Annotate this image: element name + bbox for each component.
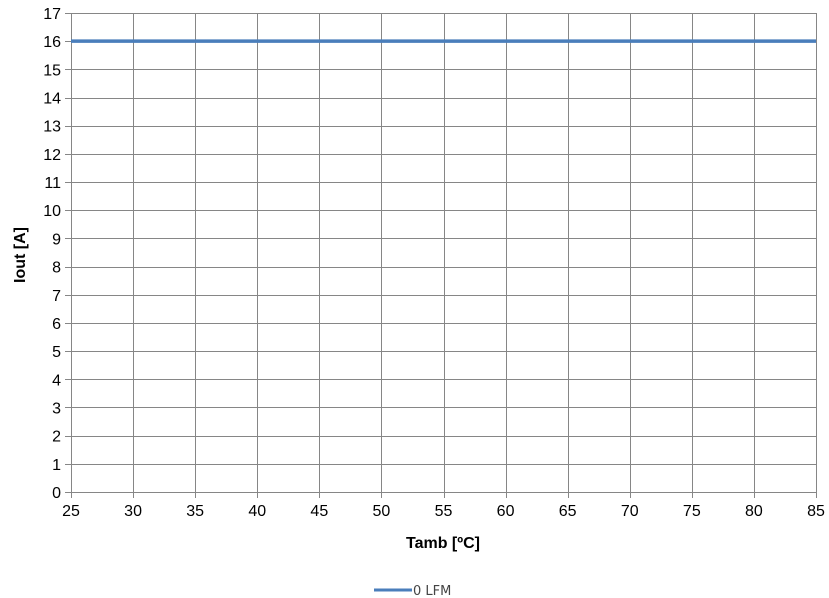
y-tick-label: 15 — [43, 62, 61, 79]
x-tick-label: 70 — [621, 503, 639, 520]
x-axis-title: Tamb [ºC] — [406, 535, 480, 552]
x-tick-label: 45 — [310, 503, 328, 520]
tick-marks — [65, 13, 817, 498]
x-tick-labels: 25 30 35 40 45 50 55 60 65 70 75 80 85 — [62, 503, 825, 520]
legend: 0 LFM — [374, 584, 451, 598]
y-tick-label: 17 — [43, 6, 61, 23]
x-tick-label: 85 — [807, 503, 825, 520]
y-tick-label: 8 — [52, 260, 61, 277]
y-tick-label: 13 — [43, 119, 61, 136]
x-tick-label: 50 — [373, 503, 391, 520]
y-tick-label: 3 — [52, 400, 61, 417]
legend-label-0-lfm: 0 LFM — [413, 584, 451, 598]
x-tick-label: 30 — [124, 503, 142, 520]
x-tick-label: 35 — [186, 503, 204, 520]
x-tick-label: 25 — [62, 503, 80, 520]
y-tick-label: 6 — [52, 316, 61, 333]
y-axis-title: Iout [A] — [12, 227, 29, 283]
y-tick-label: 14 — [43, 91, 61, 108]
x-tick-label: 55 — [435, 503, 453, 520]
y-tick-label: 4 — [52, 372, 61, 389]
y-tick-label: 2 — [52, 429, 61, 446]
y-tick-label: 0 — [52, 485, 61, 502]
x-tick-label: 65 — [559, 503, 577, 520]
x-tick-label: 75 — [683, 503, 701, 520]
x-tick-label: 40 — [248, 503, 266, 520]
x-tick-label: 80 — [745, 503, 763, 520]
y-tick-label: 16 — [43, 34, 61, 51]
y-tick-label: 7 — [52, 288, 61, 305]
y-tick-label: 5 — [52, 344, 61, 361]
grid — [71, 13, 817, 492]
y-tick-label: 10 — [43, 203, 61, 220]
y-tick-label: 1 — [52, 457, 61, 474]
y-tick-label: 11 — [44, 175, 61, 192]
x-tick-label: 60 — [497, 503, 515, 520]
y-tick-label: 12 — [43, 147, 61, 164]
y-tick-label: 9 — [52, 231, 61, 248]
axes — [71, 13, 816, 493]
